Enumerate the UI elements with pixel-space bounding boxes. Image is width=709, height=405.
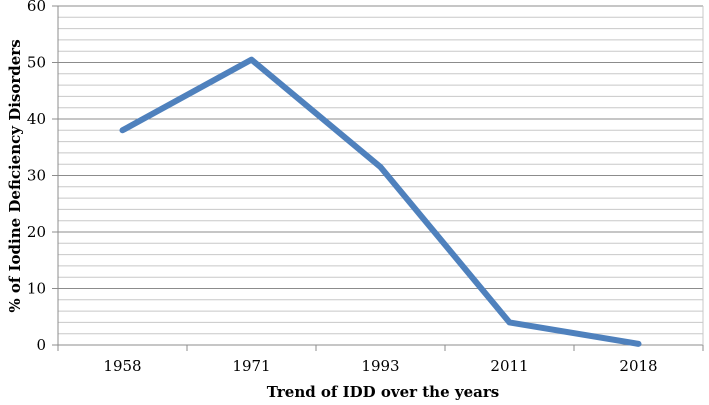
y-tick-labels: 0 10 20 30 40 50 60 — [27, 0, 46, 354]
y-tick-label: 10 — [27, 280, 46, 298]
x-tick-label: 1958 — [103, 357, 141, 375]
x-tick-label: 2018 — [619, 357, 657, 375]
x-tick-label: 2011 — [490, 357, 528, 375]
y-tick-label: 60 — [27, 0, 46, 15]
series-line — [119, 56, 642, 347]
gridlines — [58, 5, 703, 346]
y-tick-label: 0 — [36, 336, 46, 354]
y-tick-label: 20 — [27, 223, 46, 241]
x-tick-label: 1971 — [232, 357, 270, 375]
x-tick-labels: 1958 1971 1993 2011 2018 — [103, 357, 657, 375]
data-series — [119, 56, 642, 347]
y-tick-label: 40 — [27, 110, 46, 128]
y-tick-label: 30 — [27, 167, 46, 185]
x-axis-title: Trend of IDD over the years — [267, 383, 499, 401]
x-tick-label: 1993 — [361, 357, 399, 375]
axes — [52, 5, 704, 351]
y-axis-title: % of Iodine Deficiency Disorders — [6, 39, 24, 312]
y-tick-label: 50 — [27, 54, 46, 72]
